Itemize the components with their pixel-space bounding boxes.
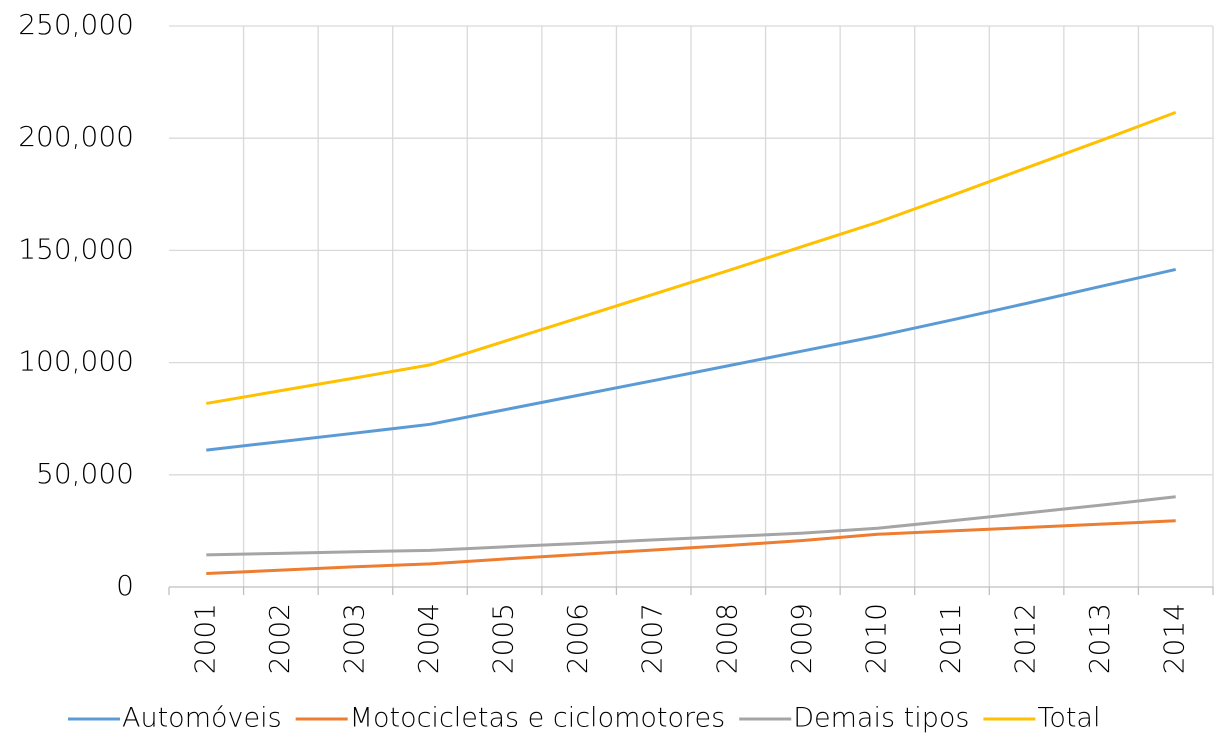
y-tick-label: 50,000 [36, 457, 134, 490]
series-line [206, 268, 1177, 452]
x-tick-label: 2013 [1083, 603, 1116, 674]
legend-label: Total [1037, 703, 1100, 734]
y-tick-label: 100,000 [18, 345, 134, 378]
y-tick-label: 150,000 [18, 232, 134, 265]
series-line [206, 495, 1176, 557]
x-tick-label: 2005 [487, 603, 520, 674]
legend-label: Motocicletas e ciclomotores [350, 703, 726, 734]
series-line [206, 110, 1177, 405]
legend-label: Demais tipos [793, 703, 969, 734]
x-tick-label: 2008 [710, 603, 743, 674]
x-tick-label: 2009 [785, 603, 818, 674]
x-tick-label: 2006 [561, 603, 594, 674]
y-tick-label: 250,000 [18, 8, 134, 41]
x-tick-label: 2007 [636, 603, 669, 674]
x-tick-label: 2011 [934, 603, 967, 674]
x-tick-label: 2003 [337, 603, 370, 674]
x-tick-label: 2012 [1009, 603, 1042, 674]
legend: Automóveis Motocicletas e ciclomotores Dem… [68, 703, 1100, 734]
x-tick-label: 2001 [188, 603, 221, 674]
x-tick-label: 2010 [859, 603, 892, 674]
y-tick-label: 0 [116, 569, 134, 602]
x-tick-label: 2002 [263, 603, 296, 674]
series-line [206, 519, 1176, 576]
x-tick-label: 2014 [1158, 603, 1191, 674]
legend-label: Automóveis [122, 703, 282, 734]
y-tick-label: 200,000 [18, 120, 134, 153]
x-tick-label: 2004 [412, 603, 445, 674]
